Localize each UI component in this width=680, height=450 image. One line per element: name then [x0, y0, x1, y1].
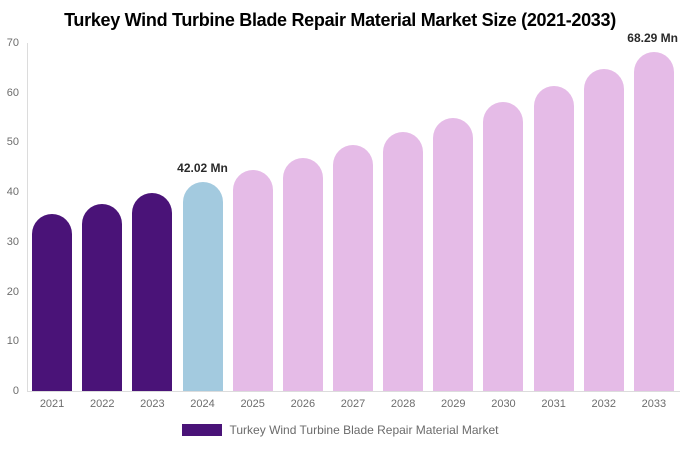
x-axis-tick-label: 2023: [140, 398, 165, 410]
bar-2021[interactable]: [32, 213, 73, 391]
x-axis-tick-label: 2027: [340, 398, 366, 410]
bar-2024[interactable]: [182, 182, 223, 391]
bar-2023[interactable]: [132, 193, 173, 391]
bar-2027[interactable]: [333, 145, 373, 391]
legend-swatch: [181, 424, 222, 436]
bar-2033[interactable]: [633, 51, 674, 391]
x-axis-tick-label: 2025: [240, 398, 265, 410]
bar-2028[interactable]: [383, 131, 424, 391]
x-axis-tick-label: 2032: [591, 398, 616, 410]
bar-2025[interactable]: [232, 170, 273, 391]
y-axis-tick-label: 70: [6, 37, 19, 49]
bar-2030[interactable]: [483, 102, 524, 391]
x-axis-tick-label: 2030: [491, 398, 516, 410]
y-axis-tick-label: 10: [6, 335, 19, 348]
x-axis-tick-label: 2029: [441, 398, 466, 410]
bar-2022[interactable]: [82, 203, 123, 391]
y-axis-tick-label: 0: [12, 385, 19, 397]
x-axis-tick-label: 2026: [290, 398, 316, 410]
legend-item[interactable]: Turkey Wind Turbine Blade Repair Materia…: [0, 423, 680, 437]
y-axis-tick-label: 30: [6, 235, 19, 248]
y-axis-tick-label: 40: [6, 186, 19, 199]
bar-2029[interactable]: [433, 117, 474, 391]
data-label-2024: 42.02 Mn: [177, 161, 228, 176]
x-axis-tick-label: 2028: [390, 398, 416, 410]
chart-title: Turkey Wind Turbine Blade Repair Materia…: [64, 10, 616, 30]
y-axis-tick-label: 50: [6, 136, 19, 149]
bar-2032[interactable]: [583, 69, 624, 391]
x-axis-tick-label: 2022: [89, 398, 115, 410]
legend-label: Turkey Wind Turbine Blade Repair Materia…: [229, 423, 499, 437]
x-axis-tick-label: 2033: [641, 398, 667, 410]
y-axis-tick-label: 20: [6, 285, 19, 298]
data-label-2033: 68.29 Mn: [627, 30, 678, 45]
y-axis-tick-label: 60: [6, 86, 19, 99]
bar-2026[interactable]: [282, 158, 323, 391]
plot-area: [27, 43, 680, 392]
x-axis-tick-label: 2024: [190, 398, 215, 410]
x-axis-tick-label: 2021: [39, 398, 65, 410]
bar-2031[interactable]: [533, 86, 574, 391]
x-axis-tick-label: 2031: [541, 398, 566, 410]
